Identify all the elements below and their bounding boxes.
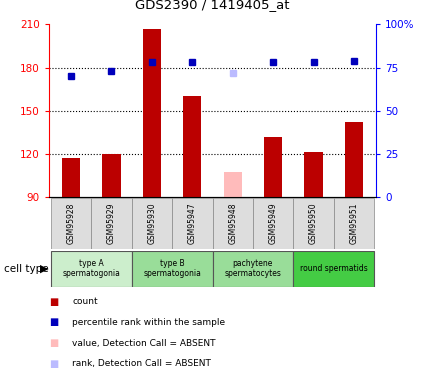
FancyBboxPatch shape [212, 251, 293, 287]
FancyBboxPatch shape [132, 198, 172, 249]
Text: percentile rank within the sample: percentile rank within the sample [72, 318, 225, 327]
Text: GSM95950: GSM95950 [309, 203, 318, 244]
Text: type A
spermatogonia: type A spermatogonia [62, 259, 120, 278]
Bar [224, 172, 242, 197]
FancyBboxPatch shape [212, 198, 253, 249]
Text: GDS2390 / 1419405_at: GDS2390 / 1419405_at [135, 0, 290, 11]
Bar [264, 136, 282, 197]
FancyBboxPatch shape [172, 198, 212, 249]
Text: round spermatids: round spermatids [300, 264, 368, 273]
FancyBboxPatch shape [293, 198, 334, 249]
FancyBboxPatch shape [51, 251, 132, 287]
Text: GSM95947: GSM95947 [188, 203, 197, 244]
Text: GSM95949: GSM95949 [269, 203, 278, 244]
Bar [183, 96, 201, 197]
Text: ■: ■ [49, 318, 58, 327]
Text: rank, Detection Call = ABSENT: rank, Detection Call = ABSENT [72, 359, 211, 368]
Text: ■: ■ [49, 297, 58, 307]
Text: value, Detection Call = ABSENT: value, Detection Call = ABSENT [72, 339, 216, 348]
Text: cell type: cell type [4, 264, 49, 274]
FancyBboxPatch shape [91, 198, 132, 249]
Text: GSM95928: GSM95928 [67, 203, 76, 244]
Text: ▶: ▶ [40, 264, 49, 274]
Text: GSM95929: GSM95929 [107, 203, 116, 244]
FancyBboxPatch shape [51, 198, 91, 249]
Bar [62, 158, 80, 197]
FancyBboxPatch shape [334, 198, 374, 249]
FancyBboxPatch shape [253, 198, 293, 249]
Text: type B
spermatogonia: type B spermatogonia [143, 259, 201, 278]
FancyBboxPatch shape [293, 251, 374, 287]
Text: pachytene
spermatocytes: pachytene spermatocytes [224, 259, 281, 278]
FancyBboxPatch shape [132, 251, 212, 287]
Bar [345, 122, 363, 197]
Text: count: count [72, 297, 98, 306]
Text: GSM95951: GSM95951 [349, 203, 358, 244]
Text: ■: ■ [49, 338, 58, 348]
Bar [304, 152, 323, 197]
Text: GSM95948: GSM95948 [228, 203, 237, 244]
Text: ■: ■ [49, 359, 58, 369]
Text: GSM95930: GSM95930 [147, 203, 156, 244]
Bar [102, 154, 121, 197]
Bar [143, 29, 161, 197]
